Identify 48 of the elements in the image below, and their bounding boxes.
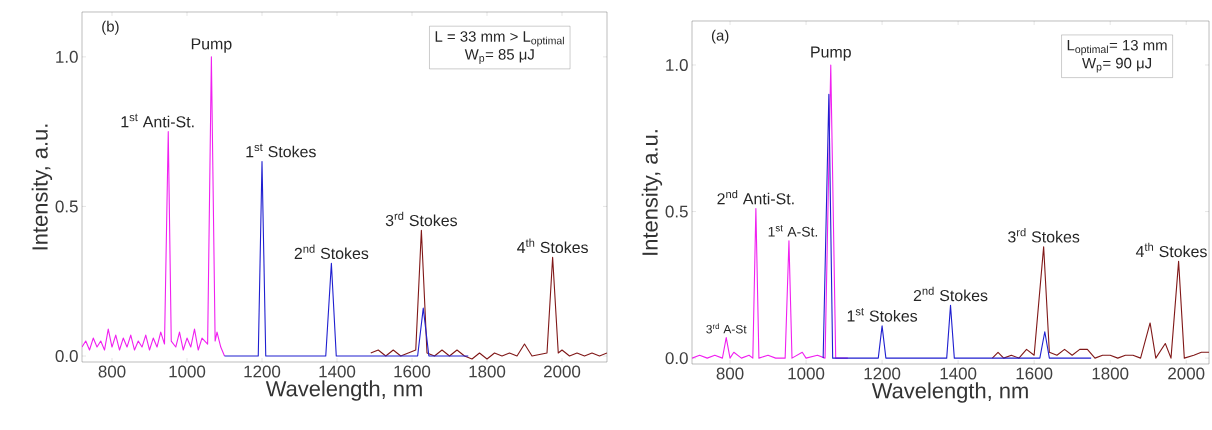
annotation: (b)	[102, 20, 119, 35]
y-tick-label: 0.5	[665, 205, 688, 218]
annotation: 1$^{st}$ Stokes	[847, 308, 918, 322]
annotation: L = 33 mm > L$_{optimal}$	[435, 31, 564, 47]
x-tick-label: 1000	[788, 367, 825, 380]
y-tick-label: 1.0	[56, 50, 78, 63]
x-axis-title: Wavelength, nm	[265, 380, 422, 401]
y-tick-label: 1.0	[666, 58, 688, 71]
annotation: W$_{p}$= 90 μJ	[1082, 57, 1152, 73]
annotation: 4$^{th}$ Stokes	[1135, 242, 1207, 258]
y-axis-title: Intensity, a.u.	[641, 130, 663, 255]
annotation: 4$^{th}$ Stokes	[517, 238, 588, 254]
line-series	[822, 93, 1092, 359]
annotation: 1$^{st}$ Stokes	[246, 143, 316, 158]
line-series	[370, 229, 608, 360]
annotation: 3$^{rd}$ A-St	[706, 323, 747, 334]
x-tick-label: 2000	[544, 365, 581, 378]
y-axis-title: Intensity, a.u.	[31, 124, 53, 250]
annotation: Pump	[191, 38, 232, 53]
line-series	[82, 56, 226, 357]
annotation: 2$^{nd}$ Anti-St.	[717, 189, 794, 205]
annotation: 2$^{nd}$ Stokes	[913, 286, 988, 302]
annotation: (a)	[711, 29, 729, 44]
x-tick-label: 1800	[1092, 367, 1129, 380]
x-tick-label: 1600	[394, 365, 431, 378]
x-tick-label: 1200	[244, 365, 281, 378]
x-tick-label: 1400	[940, 367, 977, 380]
x-tick-label: 1000	[169, 365, 206, 378]
annotation: 3$^{rd}$ Stokes	[385, 211, 458, 227]
annotation: W$_{p}$= 85 μJ	[464, 49, 534, 64]
annotation: L$_{optimal}$= 13 mm	[1067, 39, 1167, 56]
annotation: Pump	[811, 46, 851, 61]
x-axis-title: Wavelength, nm	[871, 382, 1028, 403]
x-tick-label: 2000	[1168, 367, 1205, 380]
annotation: 1$^{st}$ A-St.	[768, 225, 818, 237]
annotation: 2$^{nd}$ Stokes	[294, 244, 369, 260]
x-tick-label: 1400	[319, 365, 356, 378]
annotation: 1$^{st}$ Anti-St.	[121, 113, 194, 128]
x-tick-label: 1800	[469, 365, 506, 378]
x-tick-label: 1600	[1016, 367, 1053, 380]
y-tick-label: 0.0	[665, 352, 688, 365]
y-tick-label: 0.0	[55, 350, 78, 363]
line-series	[223, 161, 469, 357]
y-tick-label: 0.5	[55, 200, 78, 213]
x-tick-label: 1200	[864, 367, 901, 380]
x-tick-label: 800	[716, 367, 744, 380]
annotation: 3$^{rd}$ Stokes	[1008, 228, 1080, 243]
x-tick-label: 800	[98, 365, 126, 378]
